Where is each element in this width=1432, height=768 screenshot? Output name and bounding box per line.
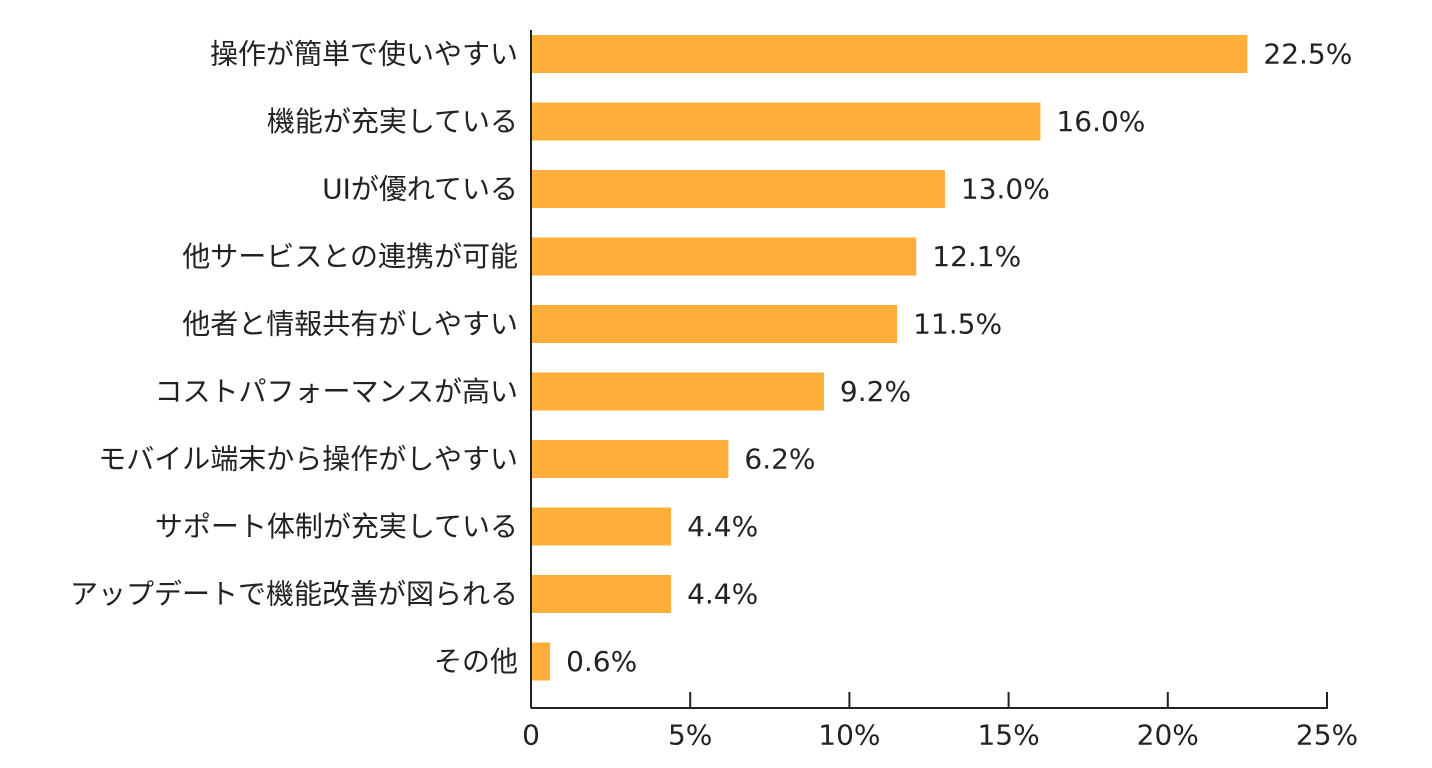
bar-4	[531, 305, 898, 343]
value-label-9: 0.6%	[566, 645, 637, 678]
bars-group	[531, 35, 1248, 681]
x-tick-label-4: 20%	[1137, 719, 1199, 752]
x-tick-label-1: 5%	[668, 719, 712, 752]
value-label-2: 13.0%	[961, 173, 1050, 206]
category-label-3: 他サービスとの連携が可能	[182, 240, 518, 273]
category-label-4: 他者と情報共有がしやすい	[182, 308, 518, 341]
x-tick-label-3: 15%	[977, 719, 1039, 752]
category-label-9: その他	[434, 645, 518, 678]
category-label-6: モバイル端末から操作がしやすい	[98, 443, 518, 476]
bar-8	[531, 575, 672, 613]
bar-9	[531, 642, 551, 681]
axes-group: 0 5% 10% 15% 20% 25%	[522, 30, 1358, 752]
category-label-0: 操作が簡単で使いやすい	[210, 38, 518, 71]
value-label-3: 12.1%	[932, 240, 1021, 273]
value-label-1: 16.0%	[1056, 105, 1145, 138]
value-label-0: 22.5%	[1263, 38, 1352, 71]
value-label-5: 9.2%	[840, 375, 911, 408]
bar-6	[531, 440, 729, 478]
x-tick-label-5: 25%	[1296, 719, 1358, 752]
bar-3	[531, 237, 917, 276]
bar-7	[531, 507, 672, 546]
category-label-1: 機能が充実している	[267, 105, 518, 138]
category-label-2: UIが優れている	[322, 173, 518, 206]
category-label-7: サポート体制が充実している	[155, 510, 518, 543]
value-label-7: 4.4%	[687, 510, 758, 543]
x-tick-label-2: 10%	[818, 719, 880, 752]
category-label-5: コストパフォーマンスが高い	[155, 375, 518, 408]
value-label-4: 11.5%	[913, 308, 1002, 341]
value-labels-group: 22.5% 16.0% 13.0% 12.1% 11.5% 9.2% 6.2% 4.4% 4.4…	[566, 38, 1352, 679]
x-tick-label-0: 0	[522, 719, 540, 752]
bar-2	[531, 170, 945, 208]
bar-0	[531, 35, 1248, 73]
bar-1	[531, 102, 1041, 141]
value-label-8: 4.4%	[687, 578, 758, 611]
category-label-8: アップデートで機能改善が図られる	[70, 578, 518, 611]
bar-5	[531, 372, 824, 411]
value-label-6: 6.2%	[744, 443, 815, 476]
